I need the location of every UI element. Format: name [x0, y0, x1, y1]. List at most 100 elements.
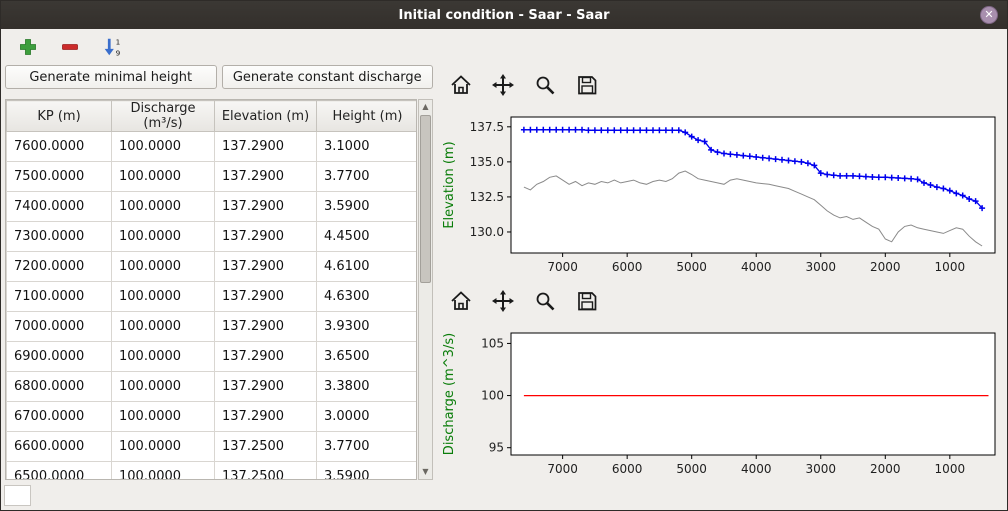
table-cell[interactable]: 137.2900 — [214, 131, 317, 162]
svg-text:135.0: 135.0 — [470, 155, 504, 169]
sort-rows-button[interactable]: 1 9 — [99, 34, 125, 60]
table-cell[interactable]: 6900.0000 — [6, 341, 112, 372]
svg-text:6000: 6000 — [612, 260, 643, 274]
table-cell[interactable]: 3.7700 — [316, 431, 416, 462]
table-cell[interactable]: 6600.0000 — [6, 431, 112, 462]
table-cell[interactable]: 4.6100 — [316, 251, 416, 282]
table-cell[interactable]: 100.0000 — [111, 161, 215, 192]
scroll-up-button[interactable]: ▲ — [422, 102, 429, 111]
table-cell[interactable]: 3.6500 — [316, 341, 416, 372]
titlebar: Initial condition - Saar - Saar ✕ — [1, 1, 1007, 29]
table-cell[interactable]: 3.0000 — [316, 401, 416, 432]
table-cell[interactable]: 137.2900 — [214, 401, 317, 432]
bottom-left-box — [4, 485, 31, 506]
save-button[interactable] — [573, 71, 601, 99]
table-cell[interactable]: 3.5900 — [316, 191, 416, 222]
scroll-thumb[interactable] — [420, 115, 431, 283]
table-cell[interactable]: 137.2500 — [214, 431, 317, 462]
move-icon — [492, 74, 514, 96]
generate-minimal-height-button[interactable]: Generate minimal height — [5, 65, 217, 89]
zoom-button[interactable] — [531, 71, 559, 99]
column-header-elevation[interactable]: Elevation (m) — [214, 100, 317, 132]
main-toolbar: 1 9 — [1, 29, 1007, 65]
table-cell[interactable]: 100.0000 — [111, 281, 215, 312]
svg-text:3000: 3000 — [805, 260, 836, 274]
table-cell[interactable]: 100.0000 — [111, 191, 215, 222]
sort-ascending-icon: 1 9 — [104, 37, 121, 57]
table-cell[interactable]: 137.2900 — [214, 251, 317, 282]
column-header-discharge[interactable]: Discharge (m³/s) — [111, 100, 215, 132]
table-cell[interactable]: 3.7700 — [316, 161, 416, 192]
table-cell[interactable]: 100.0000 — [111, 431, 215, 462]
svg-text:7000: 7000 — [547, 462, 578, 476]
svg-text:Elevation (m): Elevation (m) — [442, 141, 457, 228]
table-cell[interactable]: 7500.0000 — [6, 161, 112, 192]
left-panel: Generate minimal height Generate constan… — [4, 65, 433, 506]
table-cell[interactable]: 137.2900 — [214, 221, 317, 252]
floppy-save-icon — [578, 76, 597, 95]
scroll-down-button[interactable]: ▼ — [422, 467, 429, 476]
save-button-2[interactable] — [573, 287, 601, 315]
elevation-chart[interactable]: 7000 6000 5000 4000 3000 2000 1000 130.0 132.5 13… — [437, 105, 1005, 281]
table-cell[interactable]: 7200.0000 — [6, 251, 112, 282]
table-cell[interactable]: 100.0000 — [111, 341, 215, 372]
table-cell[interactable]: 100.0000 — [111, 401, 215, 432]
table-cell[interactable]: 4.6300 — [316, 281, 416, 312]
table-cell[interactable]: 100.0000 — [111, 461, 215, 479]
table-header-row: KP (m) Discharge (m³/s) Elevation (m) He… — [6, 100, 416, 132]
svg-text:6000: 6000 — [612, 462, 643, 476]
table-row: 7600.0000 100.0000 137.2900 3.1000 — [6, 131, 416, 162]
remove-row-button[interactable] — [57, 34, 83, 60]
table-cell[interactable]: 100.0000 — [111, 251, 215, 282]
pan-button-2[interactable] — [489, 287, 517, 315]
table-cell[interactable]: 4.4500 — [316, 221, 416, 252]
svg-text:4000: 4000 — [741, 462, 772, 476]
add-row-button[interactable] — [15, 34, 41, 60]
generate-buttons-row: Generate minimal height Generate constan… — [5, 65, 433, 89]
floppy-save-icon — [578, 292, 597, 311]
table-cell[interactable]: 6700.0000 — [6, 401, 112, 432]
discharge-chart-toolbar — [437, 285, 1003, 317]
home-button[interactable] — [447, 71, 475, 99]
table-cell[interactable]: 7600.0000 — [6, 131, 112, 162]
table-cell[interactable]: 100.0000 — [111, 371, 215, 402]
table-cell[interactable]: 7300.0000 — [6, 221, 112, 252]
column-header-kp[interactable]: KP (m) — [6, 100, 112, 132]
table-cell[interactable]: 137.2500 — [214, 461, 317, 479]
table-cell[interactable]: 100.0000 — [111, 311, 215, 342]
pan-button[interactable] — [489, 71, 517, 99]
table-cell[interactable]: 100.0000 — [111, 221, 215, 252]
svg-text:95: 95 — [489, 441, 504, 455]
svg-text:137.5: 137.5 — [470, 120, 504, 134]
svg-text:1000: 1000 — [935, 260, 966, 274]
table-cell[interactable]: 3.9300 — [316, 311, 416, 342]
table-cell[interactable]: 3.3800 — [316, 371, 416, 402]
svg-text:2000: 2000 — [870, 462, 901, 476]
table-cell[interactable]: 137.2900 — [214, 161, 317, 192]
table-cell[interactable]: 3.5900 — [316, 461, 416, 479]
table-cell[interactable]: 137.2900 — [214, 341, 317, 372]
close-button[interactable]: ✕ — [980, 6, 998, 24]
home-icon — [451, 291, 471, 310]
table-cell[interactable]: 100.0000 — [111, 131, 215, 162]
table-cell[interactable]: 137.2900 — [214, 371, 317, 402]
svg-text:5000: 5000 — [676, 260, 707, 274]
table-cell[interactable]: 137.2900 — [214, 191, 317, 222]
generate-constant-discharge-button[interactable]: Generate constant discharge — [221, 65, 433, 89]
table-cell[interactable]: 7100.0000 — [6, 281, 112, 312]
svg-text:Discharge (m^3/s): Discharge (m^3/s) — [442, 333, 457, 455]
table-cell[interactable]: 6500.0000 — [6, 461, 112, 479]
table-cell[interactable]: 3.1000 — [316, 131, 416, 162]
table-cell[interactable]: 7400.0000 — [6, 191, 112, 222]
zoom-button-2[interactable] — [531, 287, 559, 315]
svg-text:3000: 3000 — [805, 462, 836, 476]
table-scrollbar[interactable]: ▲ ▼ — [418, 99, 433, 480]
table-cell[interactable]: 137.2900 — [214, 311, 317, 342]
table-cell[interactable]: 137.2900 — [214, 281, 317, 312]
table-cell[interactable]: 6800.0000 — [6, 371, 112, 402]
table-cell[interactable]: 7000.0000 — [6, 311, 112, 342]
discharge-chart[interactable]: 7000 6000 5000 4000 3000 2000 1000 95 100 105 Disc… — [437, 321, 1005, 483]
home-button-2[interactable] — [447, 287, 475, 315]
column-header-height[interactable]: Height (m) — [316, 100, 416, 132]
